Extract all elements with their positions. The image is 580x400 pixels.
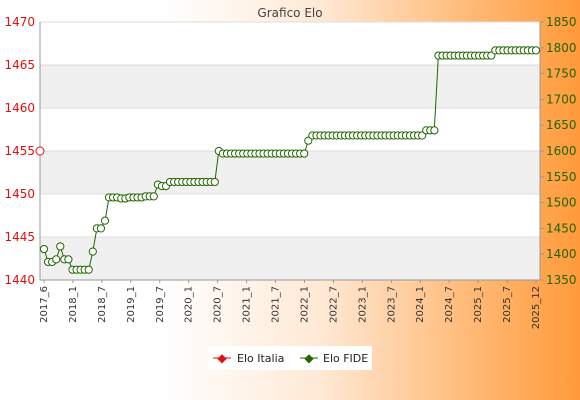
data-point-elo-italia xyxy=(35,146,45,156)
y-left-tick-label: 1450 xyxy=(4,187,35,201)
data-point-elo-fide xyxy=(100,216,110,225)
y-right-tick-label: 1500 xyxy=(546,196,577,210)
plot-band xyxy=(40,237,540,280)
plot-band xyxy=(40,151,540,194)
legend-italia-marker: ◆ xyxy=(217,351,227,365)
x-tick-label: 2019_7 xyxy=(155,286,166,323)
y-left-tick-label: 1440 xyxy=(4,273,35,287)
x-tick-label: 2018_7 xyxy=(97,286,108,323)
x-tick-label: 2024_1 xyxy=(415,286,426,323)
data-point-elo-fide xyxy=(531,46,541,55)
x-tick-label: 2025_7 xyxy=(502,286,513,323)
data-point-elo-fide xyxy=(64,255,73,264)
y-left-tick-label: 1455 xyxy=(4,144,35,158)
data-point-elo-fide xyxy=(56,242,65,251)
data-point-elo-fide xyxy=(88,247,97,256)
y-left-tick-label: 1445 xyxy=(4,230,35,244)
chart-title: Grafico Elo xyxy=(257,6,322,20)
legend-box xyxy=(208,346,372,370)
data-point-elo-fide xyxy=(210,177,219,187)
y-right-tick-label: 1350 xyxy=(546,273,577,287)
x-tick-label: 2020_1 xyxy=(184,286,195,323)
data-point-elo-fide xyxy=(430,126,439,135)
data-point-elo-fide xyxy=(300,149,309,158)
legend-fide-marker: ◆ xyxy=(304,351,314,365)
y-right-tick-label: 1600 xyxy=(546,144,577,158)
y-right-tick-label: 1550 xyxy=(546,170,577,184)
y-right-tick-label: 1400 xyxy=(546,247,577,261)
plot-band xyxy=(40,65,540,108)
plot-bands xyxy=(40,22,540,280)
x-tick-label: 2017_6 xyxy=(39,286,50,323)
x-tick-label: 2022_7 xyxy=(328,286,339,323)
series-layer xyxy=(35,46,541,274)
x-tick-label: 2022_1 xyxy=(299,286,310,323)
data-point-elo-fide xyxy=(39,244,49,254)
x-tick-label: 2018_1 xyxy=(68,286,79,323)
plot-band xyxy=(40,108,540,151)
legend: ◆ Elo Italia ◆ Elo FIDE xyxy=(208,346,372,370)
x-tick-label: 2019_1 xyxy=(126,286,137,323)
y-right-tick-label: 1750 xyxy=(546,67,577,81)
x-tick-label: 2023_7 xyxy=(386,286,397,323)
x-tick-label: 2020_7 xyxy=(213,286,224,323)
data-point-elo-fide xyxy=(96,224,106,233)
x-tick-label: 2024_7 xyxy=(444,286,455,323)
x-tick-label: 2021_7 xyxy=(271,286,282,323)
y-right-tick-label: 1850 xyxy=(546,15,577,29)
y-axis-left-ticks: 1440 1445 1450 1455 1460 1465 1470 xyxy=(4,15,35,287)
data-point-elo-fide xyxy=(52,255,61,264)
x-tick-label: 2025_12 xyxy=(531,286,542,329)
x-axis-ticks: 2017_6 2018_1 2018_7 2019_1 2019_7 2020_1 2020… xyxy=(39,280,542,329)
y-left-tick-label: 1470 xyxy=(4,15,35,29)
data-point-elo-fide xyxy=(149,192,158,201)
data-point-elo-fide xyxy=(84,265,93,274)
x-tick-label: 2025_1 xyxy=(473,286,484,323)
y-axis-right-ticks: 1350 1400 1450 1500 1550 1600 1650 1700 1750 1800… xyxy=(540,15,577,287)
x-tick-label: 2023_1 xyxy=(357,286,368,323)
x-tick-label: 2021_1 xyxy=(242,286,253,323)
y-right-tick-label: 1650 xyxy=(546,118,577,132)
legend-italia-label: Elo Italia xyxy=(237,352,284,365)
y-right-tick-label: 1800 xyxy=(546,41,577,55)
legend-fide-label: Elo FIDE xyxy=(323,352,368,365)
y-left-tick-label: 1460 xyxy=(4,101,35,115)
y-right-tick-label: 1700 xyxy=(546,92,577,106)
y-right-tick-label: 1450 xyxy=(546,221,577,235)
y-left-tick-label: 1465 xyxy=(4,58,35,72)
